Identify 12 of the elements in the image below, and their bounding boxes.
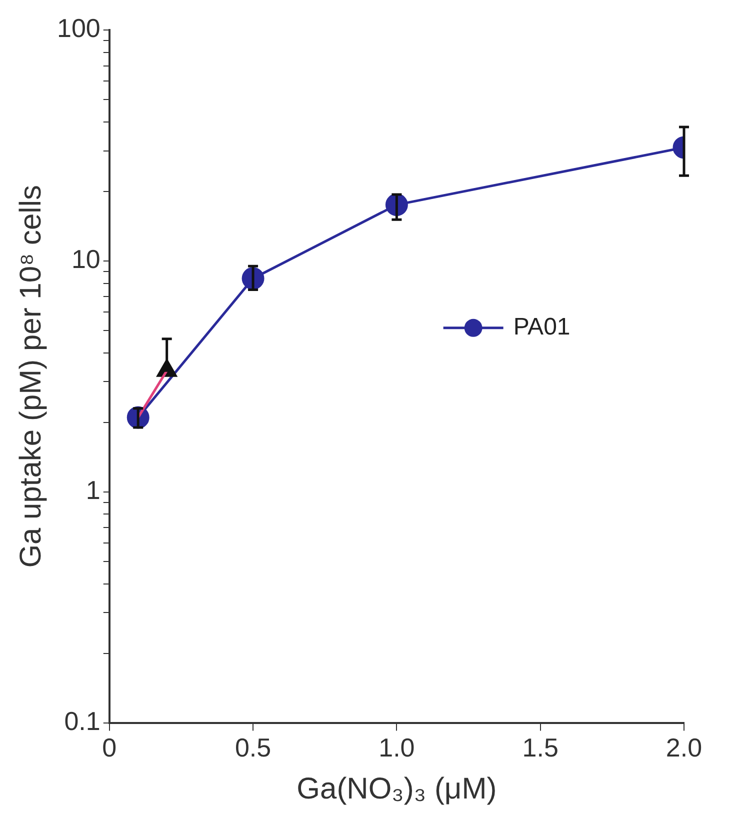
y-axis-title: Ga uptake (pM) per 10⁸ cells: [14, 184, 48, 568]
x-tick-label: 0.5: [234, 732, 272, 763]
x-axis-title: Ga(NO₃)₃ (μM): [296, 772, 497, 806]
legend-label: PA01: [513, 314, 570, 341]
y-tick-label: 0.1: [64, 706, 100, 736]
y-tick-label: 100: [56, 13, 100, 44]
x-tick-label: 2.0: [666, 732, 702, 763]
x-tick-label: 1.5: [522, 732, 558, 763]
y-tick-label: 1: [86, 475, 100, 506]
y-tick-label: 10: [71, 244, 100, 274]
x-tick-label: 1.0: [378, 732, 415, 763]
x-tick-label: 0: [102, 732, 117, 763]
